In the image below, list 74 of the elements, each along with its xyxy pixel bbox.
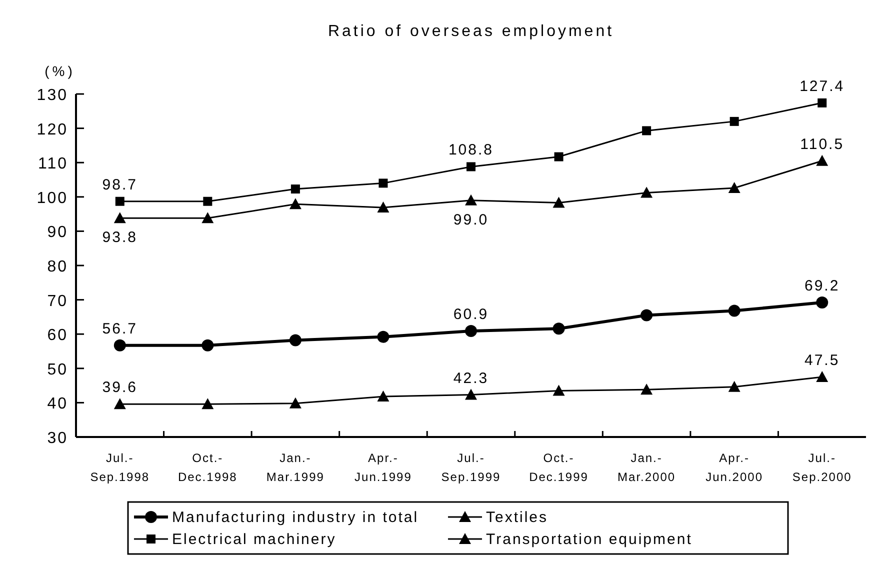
point	[728, 182, 740, 193]
point	[115, 196, 124, 206]
data-label: 60.9	[453, 306, 489, 324]
point	[465, 194, 477, 206]
data-label: 108.8	[448, 142, 494, 159]
point	[202, 398, 214, 410]
point	[377, 390, 390, 402]
point	[289, 334, 302, 346]
y-tick-label: 80	[47, 258, 68, 276]
point	[114, 212, 126, 224]
point	[816, 370, 828, 382]
x-tick-label: Jul.- Sep.1998	[90, 451, 150, 484]
chart-title: Ratio of overseas employment	[328, 23, 614, 40]
point	[377, 202, 390, 213]
y-tick-label: 30	[47, 430, 68, 447]
legend-label: Transportation equipment	[486, 531, 692, 548]
data-label: 56.7	[102, 320, 138, 338]
y-tick-label: 50	[47, 361, 68, 378]
x-tick-label: Jan.- Mar.2000	[618, 451, 676, 484]
point	[642, 126, 652, 136]
point	[289, 198, 302, 210]
legend-label: Manufacturing industry in total	[172, 509, 419, 526]
point	[728, 380, 740, 392]
y-tick-label: 90	[47, 224, 68, 242]
data-label: 47.5	[804, 352, 840, 369]
point	[552, 322, 565, 335]
point	[816, 296, 828, 309]
data-label: 110.5	[800, 136, 844, 153]
data-label: 98.7	[102, 176, 138, 194]
y-tick-label: 130	[36, 87, 68, 104]
point	[730, 116, 739, 126]
y-tick-label: 60	[47, 327, 68, 344]
point	[554, 152, 564, 162]
x-tick-label: Apr.- Jun.1999	[354, 451, 412, 484]
point	[640, 384, 653, 395]
x-tick-label: Oct.- Dec.1999	[529, 451, 588, 484]
legend-label: Electrical machinery	[172, 531, 336, 548]
x-tick-label: Oct.- Dec.1998	[178, 451, 238, 484]
point	[818, 98, 827, 108]
x-tick-label: Jul.- Sep.1999	[441, 451, 501, 484]
point	[552, 196, 565, 208]
data-label: 93.8	[102, 229, 138, 246]
point	[552, 384, 565, 396]
point	[640, 186, 653, 198]
point	[728, 304, 740, 317]
y-tick-label: 120	[36, 121, 68, 138]
point	[816, 154, 828, 166]
point	[377, 330, 390, 343]
y-axis-title: (%)	[44, 63, 76, 79]
x-tick-label: Apr.- Jun.2000	[706, 451, 764, 484]
legend-label: Textiles	[486, 509, 548, 526]
point	[640, 309, 653, 322]
point	[466, 162, 476, 172]
point	[465, 325, 477, 338]
y-tick-label: 70	[47, 292, 68, 310]
point	[289, 397, 302, 408]
point	[290, 184, 300, 194]
point	[202, 339, 214, 352]
y-tick-label: 100	[36, 190, 68, 207]
point	[114, 339, 126, 352]
point	[203, 196, 212, 206]
y-tick-label: 40	[47, 396, 68, 413]
data-label: 69.2	[804, 278, 840, 295]
point	[465, 388, 477, 400]
x-tick-label: Jul.- Sep.2000	[792, 451, 852, 484]
data-label: 42.3	[453, 370, 489, 387]
x-tick-label: Jan.- Mar.1999	[266, 451, 324, 484]
data-label: 99.0	[453, 211, 489, 228]
data-label: 127.4	[800, 78, 845, 95]
point	[202, 212, 214, 224]
y-tick-label: 110	[38, 156, 68, 173]
data-label: 39.6	[102, 379, 138, 396]
point	[378, 178, 388, 188]
point	[114, 398, 126, 410]
